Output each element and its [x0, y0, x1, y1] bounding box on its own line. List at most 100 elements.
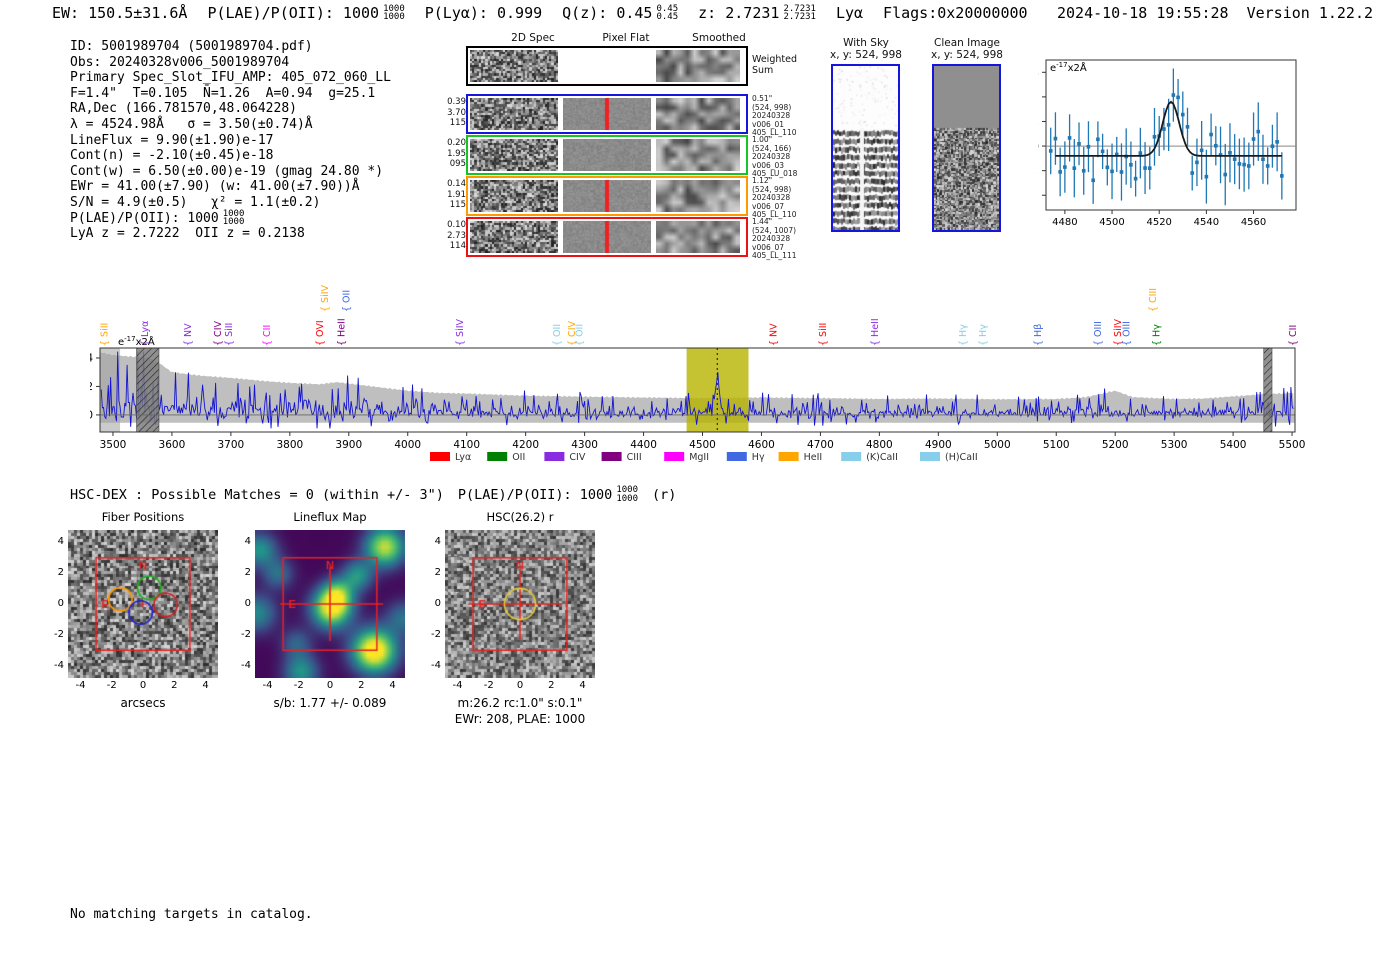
- x-tick-label: 5000: [984, 439, 1011, 451]
- y-tick-label: -2: [431, 628, 441, 640]
- legend-label: CIV: [569, 452, 585, 463]
- header-summary: EW: 150.5±31.6Å P(LAE)/P(OII): 1000 1000 10…: [52, 4, 1028, 22]
- x-tick-label: 0: [326, 680, 334, 691]
- plot-border: [1045, 59, 1297, 211]
- spec2d-2d-image: [470, 50, 558, 82]
- stacked-fraction: 1000 1000: [383, 4, 405, 22]
- data-point: [1265, 164, 1270, 168]
- legend-swatch: [601, 452, 622, 461]
- y-tick-label: -2: [241, 628, 251, 640]
- x-tick-label: 5300: [1161, 439, 1188, 451]
- hsc-cutout-panel: HSC(26.2) r m:26.2 rc:1.0" s:0.1" EWr: 2…: [417, 510, 623, 736]
- left-label-line: 0.20: [447, 138, 466, 148]
- text-part: HSC-DEX : Possible Matches = 0 (within +…: [70, 486, 444, 503]
- spec2d-row-images: [470, 221, 740, 253]
- data-point: [1143, 166, 1147, 170]
- right-label-line: v006_07: [752, 201, 785, 211]
- x-tick-label: 4500: [689, 439, 716, 451]
- fiber-positions-title: Fiber Positions: [101, 510, 185, 524]
- left-label-line: 3.70: [447, 107, 466, 118]
- emission-line-label: { SiII: [818, 323, 829, 346]
- with-sky-coords: x, y: 524, 998: [830, 49, 902, 61]
- report-timestamp: 2024-10-18 19:55:28: [1057, 4, 1229, 22]
- spec2d-row-right-label: 1.44" (524, 1007) 20240328 v006_07 405_LL_11…: [752, 217, 816, 261]
- spec2d-pixel-flat-image: [563, 50, 651, 82]
- data-point: [1162, 127, 1166, 131]
- info-line: λ = 4524.98Å σ = 3.50(±0.74)Å: [70, 117, 391, 133]
- emission-line-label: { OIII: [1093, 321, 1104, 346]
- right-label-line: 20240328: [752, 234, 791, 244]
- info-line: LyA z = 2.7222 OII z = 0.2138: [70, 226, 391, 242]
- data-point: [1256, 129, 1261, 134]
- x-tick-label: 4520: [1146, 217, 1171, 228]
- right-label-line: Sum: [752, 65, 774, 76]
- right-label-line: 1.12": [752, 176, 773, 185]
- data-point: [1114, 152, 1119, 157]
- x-tick-label: -4: [262, 680, 273, 691]
- spec2d-row-left-label: 0.10 2.73 114: [440, 220, 466, 252]
- spec2d-row-right-label: 1.00" (524, 166) 20240328 v006_03 405_LU_018: [752, 135, 816, 179]
- right-label-line: 405_LU_018: [752, 169, 798, 179]
- clean-image-title-text: Clean Image: [933, 37, 1001, 49]
- left-label-line: 114: [449, 241, 466, 251]
- x-tick-label: 4300: [571, 439, 598, 451]
- info-line-text: RA,Dec (166.781570,48.064228): [70, 101, 297, 117]
- y-tick-label: -1: [1038, 166, 1039, 177]
- emission-line-label: { Lyα: [140, 321, 151, 346]
- stacked-fraction: 1000 1000: [616, 486, 638, 503]
- y-tick-label: -4: [54, 659, 64, 671]
- x-tick-label: 4: [202, 680, 209, 691]
- spec2d-smoothed-image: [656, 139, 740, 171]
- data-point: [1081, 168, 1086, 173]
- text-part: z: 2.7231: [698, 4, 780, 22]
- legend-swatch: [487, 452, 508, 461]
- legend-swatch: [430, 452, 450, 461]
- fraction-lo: 0.45: [656, 12, 679, 22]
- legend-label: (K)CaII: [866, 452, 898, 463]
- info-line-text: LineFlux = 9.90(±1.90)e-17: [70, 132, 274, 148]
- right-label-line: 405_LL_111: [752, 251, 797, 261]
- x-tick-label: 3800: [276, 439, 303, 451]
- y-tick-label: 4: [434, 536, 441, 548]
- spec2d-weighted-sum-label: Weighted Sum: [752, 54, 816, 76]
- legend-swatch: [664, 452, 685, 461]
- data-point: [1138, 151, 1143, 155]
- spec2d-2d-image: [470, 180, 558, 212]
- data-point: [1232, 157, 1237, 161]
- left-label-line: 115: [449, 118, 466, 128]
- data-point: [1110, 169, 1114, 174]
- fiber-positions-panel: Fiber Positions arcsecs -4 -2 0 2 4 -4 -2 0 2 4: [40, 510, 246, 720]
- info-line: P(LAE)/P(OII): 1000 1000 1000: [70, 210, 391, 227]
- text-part: Q(z): 0.45: [562, 4, 653, 22]
- x-tick-label: -2: [483, 680, 494, 691]
- data-point: [1251, 137, 1256, 141]
- data-point: [1091, 178, 1095, 183]
- clean-image-image: [934, 66, 999, 230]
- spec2d-row: [466, 46, 748, 86]
- y-tick-label: 1: [1038, 117, 1039, 128]
- emission-line-label: { SiIV: [320, 284, 331, 312]
- full-spectrum-chart: 3500 3600 3700 3800 3900 4000 4100 4200 4300 4400…: [90, 284, 1305, 463]
- emission-line-label: { Hγ: [978, 324, 989, 346]
- y-tick-label: 3: [1038, 68, 1039, 79]
- x-tick-label: 2: [171, 680, 178, 691]
- info-line: Obs: 20240328v006_5001989704: [70, 55, 391, 71]
- legend-label: HeII: [804, 452, 823, 463]
- emission-line-label: { OII: [574, 324, 585, 346]
- spec2d-row-left-label: 0.14 1.91 115: [440, 179, 466, 211]
- info-line-text: F=1.4" T=0.105 N̄=1.26 A=0.94 g=25.1: [70, 85, 376, 101]
- info-line-text: EWr = 41.00(±7.90) (w: 41.00(±7.90))Å: [70, 179, 360, 195]
- footer-line-1: No matching targets in catalog.: [70, 907, 313, 922]
- x-tick-label: 4900: [925, 439, 952, 451]
- data-point: [1086, 144, 1091, 149]
- y-tick-label: -4: [431, 659, 441, 671]
- data-point: [1063, 165, 1067, 169]
- x-tick-label: 3500: [100, 439, 127, 451]
- right-label-line: 20240328: [752, 111, 791, 121]
- data-point: [1195, 160, 1199, 165]
- spec2d-row-right-label: 0.51" (524, 998) 20240328 v006_01 405_LL_110: [752, 94, 816, 138]
- spec2d-smoothed-image: [656, 50, 740, 82]
- x-tick-label: 3700: [218, 439, 245, 451]
- x-tick-label: -2: [106, 680, 117, 691]
- with-sky-panel: [831, 64, 900, 232]
